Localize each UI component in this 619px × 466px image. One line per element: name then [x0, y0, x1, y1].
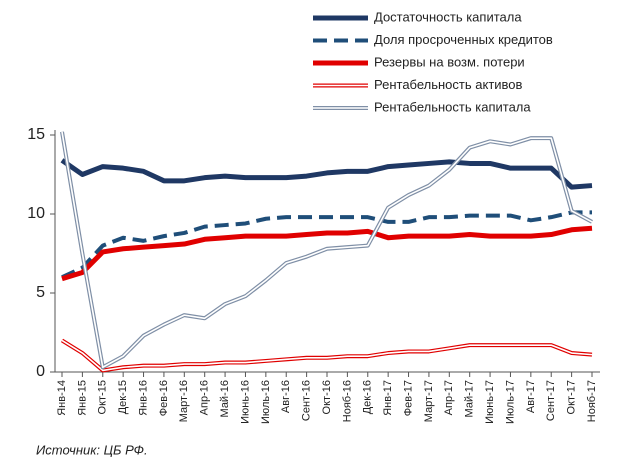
x-tick-label: Янв-14: [56, 380, 68, 416]
series-line: [60, 158, 593, 190]
x-tick-label: Авг-17: [525, 380, 537, 413]
series-line-inner: [61, 131, 593, 369]
y-tick-label: 0: [36, 363, 45, 380]
x-tick-label: Март-17: [423, 380, 435, 422]
x-tick-label: Июль-16: [260, 380, 272, 424]
source: Источник: ЦБ РФ.: [36, 442, 148, 457]
x-tick-label: Нояб-16: [341, 380, 353, 422]
x-tick-label: Авг-16: [280, 380, 292, 413]
y-tick-label: 15: [27, 126, 45, 143]
x-tick-label: Июнь-17: [484, 380, 496, 424]
y-tick-label: 10: [27, 205, 45, 222]
legend-label: Резервы на возм. потери: [374, 54, 525, 69]
x-tick-label: Окт-16: [321, 380, 333, 414]
x-tick-label: Апр-17: [443, 380, 455, 415]
series-line: [61, 210, 592, 280]
x-tick-label: Март-16: [178, 380, 190, 422]
x-tick-label: Фев-17: [402, 380, 414, 416]
x-tick-label: Дек-16: [362, 380, 374, 414]
series-line-inner: [61, 339, 593, 372]
legend-label: Доля просроченных кредитов: [374, 32, 553, 47]
x-tick-label: Фев-16: [158, 380, 170, 416]
x-tick-label: Нояб-17: [586, 380, 598, 422]
x-tick-label: Янв-17: [382, 380, 394, 416]
x-tick-label: Май-17: [464, 380, 476, 417]
x-tick-label: Июль-17: [504, 380, 516, 424]
x-tick-label: Окт-15: [97, 380, 109, 414]
x-tick-label: Сент-17: [545, 380, 557, 421]
x-tick-label: Окт-17: [566, 380, 578, 414]
y-tick-label: 5: [36, 284, 45, 301]
x-tick-label: Дек-15: [117, 380, 129, 414]
series-line: [61, 225, 593, 282]
legend-label: Достаточность капитала: [374, 9, 522, 24]
legend-label: Рентабельность активов: [374, 77, 523, 92]
x-tick-label: Янв-16: [137, 380, 149, 416]
legend-label: Рентабельность капитала: [374, 99, 531, 114]
x-tick-label: Янв-15: [76, 380, 88, 416]
x-tick-label: Апр-16: [199, 380, 211, 415]
x-tick-label: Май-16: [219, 380, 231, 417]
x-tick-label: Сент-16: [301, 380, 313, 421]
x-tick-label: Июнь-16: [239, 380, 251, 424]
